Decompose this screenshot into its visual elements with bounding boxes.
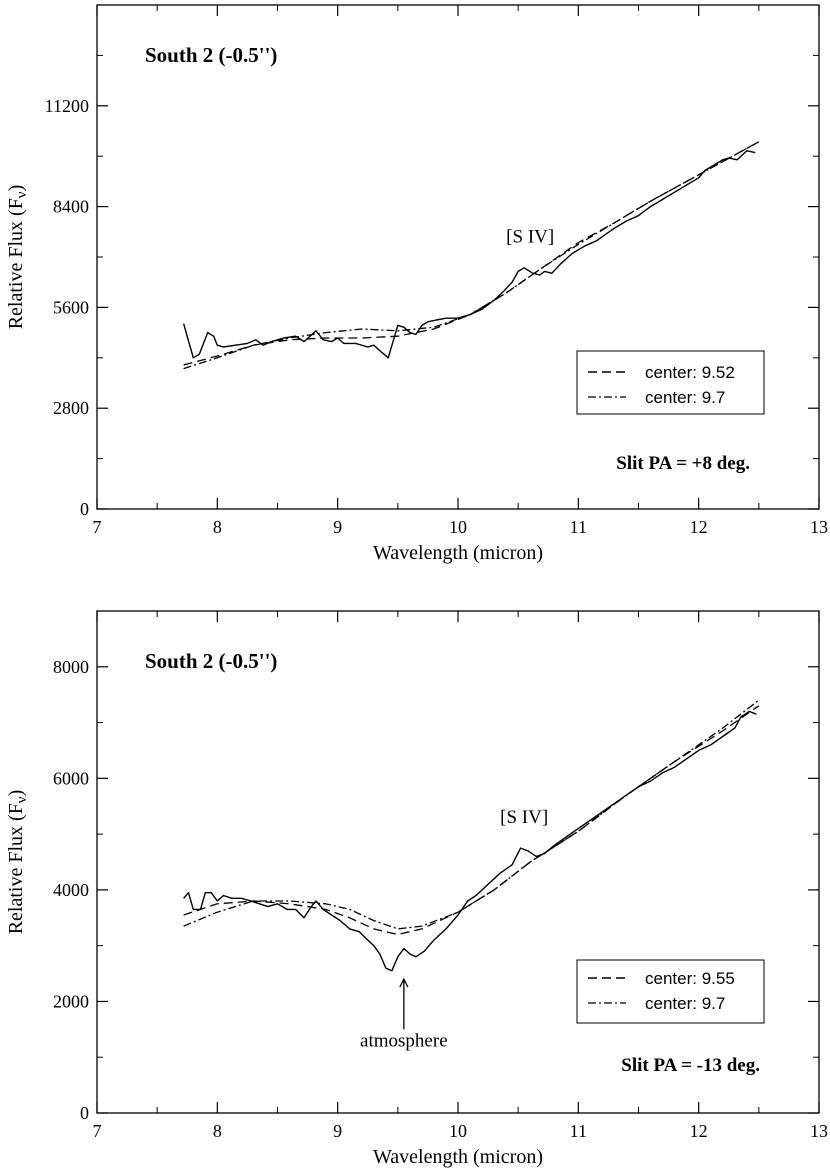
atmosphere-arrow xyxy=(399,977,409,1030)
x-tick-label: 11 xyxy=(570,517,587,537)
arrow-head xyxy=(399,977,409,988)
x-tick-label: 11 xyxy=(570,1121,587,1141)
x-tick-label: 12 xyxy=(690,1121,708,1141)
x-tick-label: 8 xyxy=(213,1121,222,1141)
legend-label-1: center: 9.52 xyxy=(645,363,735,382)
slit-pa-label: Slit PA = -13 deg. xyxy=(621,1055,760,1076)
x-tick-label: 7 xyxy=(93,517,102,537)
series-solid xyxy=(182,150,756,359)
x-tick-label: 9 xyxy=(333,517,342,537)
line-label-siv: [S IV] xyxy=(506,227,554,248)
axis-ticks: 7 8 9 10 11 12 13 0 2800 5600 8400 11200 xyxy=(45,5,828,537)
series-dashed xyxy=(183,705,760,936)
x-tick-label: 10 xyxy=(449,1121,467,1141)
y-axis-title: Relative Flux (Fν) xyxy=(5,185,30,330)
series-solid xyxy=(183,710,757,972)
y-tick-label: 8400 xyxy=(53,197,89,217)
series-dashdot xyxy=(183,141,760,370)
x-tick-label: 13 xyxy=(810,1121,828,1141)
x-tick-label: 8 xyxy=(213,517,222,537)
series-dashdot xyxy=(183,699,760,930)
x-tick-label: 7 xyxy=(93,1121,102,1141)
atmosphere-label: atmosphere xyxy=(360,1030,448,1051)
panel-title: South 2 (-0.5'') xyxy=(145,43,277,67)
legend: center: 9.52 center: 9.7 xyxy=(576,350,765,415)
x-tick-label: 12 xyxy=(690,517,708,537)
y-tick-label: 6000 xyxy=(53,768,89,788)
y-tick-label: 5600 xyxy=(53,297,89,317)
legend-label-2: center: 9.7 xyxy=(645,388,725,407)
legend-label-2: center: 9.7 xyxy=(645,994,725,1013)
line-label-siv: [S IV] xyxy=(500,807,548,828)
x-tick-label: 13 xyxy=(810,517,828,537)
plot-frame xyxy=(96,610,820,1114)
series-dashed xyxy=(183,141,760,366)
x-axis-title: Wavelength (micron) xyxy=(373,1146,543,1168)
y-tick-label: 8000 xyxy=(53,657,89,677)
y-tick-label: 4000 xyxy=(53,880,89,900)
legend-label-1: center: 9.55 xyxy=(645,969,735,988)
x-tick-label: 9 xyxy=(333,1121,342,1141)
series-group xyxy=(183,699,760,972)
y-tick-label: 0 xyxy=(80,1103,89,1123)
axis-ticks: 7 8 9 10 11 12 13 0 2000 4000 6000 8000 xyxy=(53,611,828,1141)
panel-top: 7 8 9 10 11 12 13 0 2800 5600 8400 11200 South 2 (-… xyxy=(5,4,828,564)
y-tick-label: 2800 xyxy=(53,398,89,418)
legend-box xyxy=(576,959,765,1024)
x-axis-title: Wavelength (micron) xyxy=(373,542,543,564)
y-tick-label: 11200 xyxy=(45,96,89,116)
y-tick-label: 0 xyxy=(80,499,89,519)
plot-frame xyxy=(96,4,820,510)
x-tick-label: 10 xyxy=(449,517,467,537)
legend-box xyxy=(576,350,765,415)
panel-bottom: 7 8 9 10 11 12 13 0 2000 4000 6000 8000 South 2 (-0… xyxy=(5,610,828,1168)
y-axis-title: Relative Flux (Fν) xyxy=(5,790,30,935)
y-tick-label: 2000 xyxy=(53,991,89,1011)
panel-title: South 2 (-0.5'') xyxy=(145,649,277,673)
legend: center: 9.55 center: 9.7 xyxy=(576,959,765,1024)
series-group xyxy=(182,141,760,370)
slit-pa-label: Slit PA = +8 deg. xyxy=(616,453,750,474)
